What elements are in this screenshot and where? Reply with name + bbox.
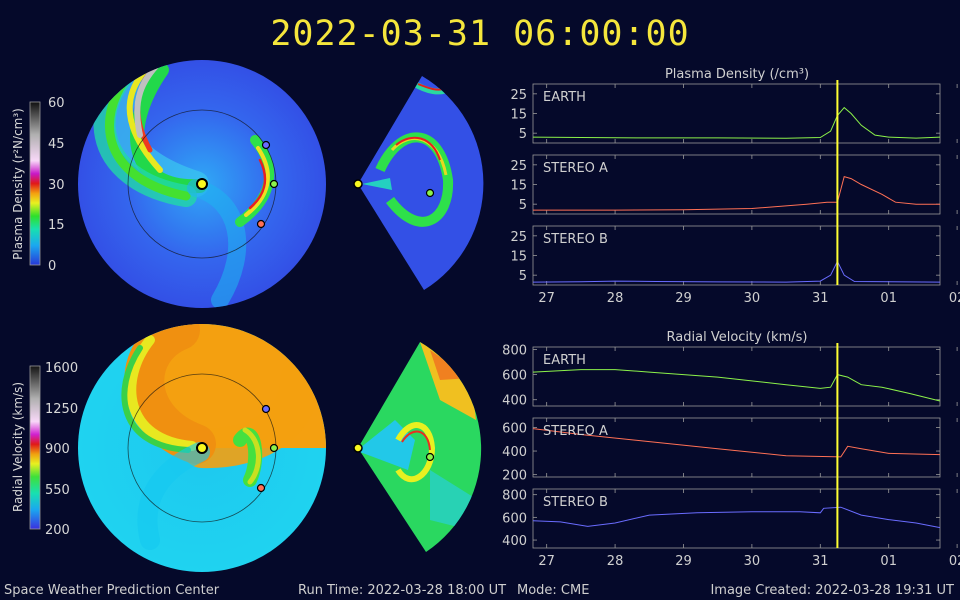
y-tick-label: 15 (510, 108, 527, 123)
sun-marker (196, 442, 208, 454)
velocity-tick: 1600 (45, 361, 78, 376)
y-tick-label: 25 (510, 88, 527, 103)
stereo-a-marker (256, 483, 266, 493)
series-line-stereo-a (533, 175, 940, 211)
velocity-colorbar-gradient (29, 365, 41, 530)
x-tick-label: 30 (744, 291, 761, 306)
density-colorbar-label: Plasma Density (r²N/cm³) (11, 108, 25, 260)
earth-marker (425, 188, 435, 198)
series-line-stereo-a (532, 428, 941, 458)
x-tick-label: 27 (538, 554, 555, 569)
series-label: STEREO A (543, 161, 608, 176)
series-line-earth (532, 106, 941, 139)
density-meridional-wedge (353, 76, 484, 290)
series-label: STEREO B (543, 495, 608, 510)
density-tick: 60 (48, 96, 65, 111)
footer-run-time: Run Time: 2022-03-28 18:00 UT (298, 583, 507, 598)
y-tick-label: 600 (502, 369, 527, 384)
y-tick-label: 400 (502, 394, 527, 409)
footer-org: Space Weather Prediction Center (4, 583, 220, 598)
footer-mode: Mode: CME (517, 583, 590, 598)
velocity-ecliptic-disk (78, 324, 326, 572)
sun-marker (353, 443, 363, 453)
series-label: STEREO A (543, 424, 608, 439)
density-tick: 0 (48, 259, 56, 274)
x-tick-label: 31 (812, 291, 829, 306)
velocity-colorbar: Radial Velocity (km/s) 1600 1250 900 550… (11, 361, 78, 538)
plot-frame (532, 83, 941, 144)
series-label: EARTH (543, 353, 586, 368)
sun-marker (196, 178, 208, 190)
x-tick-label: 29 (675, 291, 692, 306)
plot-frame (532, 488, 941, 549)
page-title: 2022-03-31 06:00:00 (270, 14, 690, 54)
x-tick-label: 02 (949, 554, 960, 569)
stereo-b-marker (261, 404, 271, 414)
y-tick-label: 600 (502, 421, 527, 436)
velocity-tick: 200 (45, 523, 70, 538)
y-tick-label: 400 (502, 534, 527, 549)
y-tick-label: 200 (502, 469, 527, 484)
velocity-meridional-wedge (353, 342, 482, 552)
sun-marker (353, 179, 363, 189)
x-tick-label: 28 (607, 554, 624, 569)
velocity-tick: 550 (45, 483, 70, 498)
y-tick-label: 400 (502, 445, 527, 460)
x-tick-label: 28 (607, 291, 624, 306)
x-tick-label: 27 (538, 291, 555, 306)
earth-marker (269, 443, 279, 453)
x-tick-label: 29 (675, 554, 692, 569)
x-tick-label: 30 (744, 554, 761, 569)
stereo-b-marker (261, 140, 271, 150)
y-tick-label: 25 (510, 159, 527, 174)
density-colorbar-gradient (29, 101, 41, 266)
chart-title: Plasma Density (/cm³) (665, 67, 809, 82)
density-ecliptic-disk (78, 60, 326, 308)
chart-title: Radial Velocity (km/s) (667, 330, 808, 345)
x-tick-label: 02 (949, 291, 960, 306)
timeseries-plots: 25 15 5 EARTH 25 15 5 STEREO A 25 15 5 STEREO B 27 28… (502, 80, 960, 569)
density-colorbar: Plasma Density (r²N/cm³) 60 45 30 15 0 (11, 96, 65, 274)
y-tick-label: 800 (502, 344, 527, 359)
y-tick-label: 5 (519, 127, 527, 142)
velocity-colorbar-label: Radial Velocity (km/s) (11, 382, 25, 512)
velocity-tick: 900 (45, 442, 70, 457)
y-tick-label: 5 (519, 269, 527, 284)
stereo-a-marker (256, 219, 266, 229)
y-tick-label: 15 (510, 250, 527, 265)
density-tick: 15 (48, 218, 65, 233)
footer-image-created: Image Created: 2022-03-28 19:31 UT (710, 583, 954, 598)
y-tick-label: 800 (502, 489, 527, 504)
density-tick: 30 (48, 178, 65, 193)
x-tick-label: 01 (880, 291, 897, 306)
earth-marker (269, 179, 279, 189)
y-tick-label: 25 (510, 230, 527, 245)
velocity-tick: 1250 (45, 402, 78, 417)
series-line-stereo-b (532, 506, 941, 529)
y-tick-label: 15 (510, 179, 527, 194)
y-tick-label: 600 (502, 511, 527, 526)
y-tick-label: 5 (519, 198, 527, 213)
earth-marker (425, 452, 435, 462)
series-line-stereo-b (532, 260, 941, 283)
series-label: STEREO B (543, 232, 608, 247)
x-tick-label: 31 (812, 554, 829, 569)
plot-frame (532, 417, 941, 478)
series-line-earth (532, 369, 941, 402)
plot-frame (532, 346, 941, 407)
x-tick-label: 01 (880, 554, 897, 569)
density-tick: 45 (48, 137, 65, 152)
series-label: EARTH (543, 90, 586, 105)
